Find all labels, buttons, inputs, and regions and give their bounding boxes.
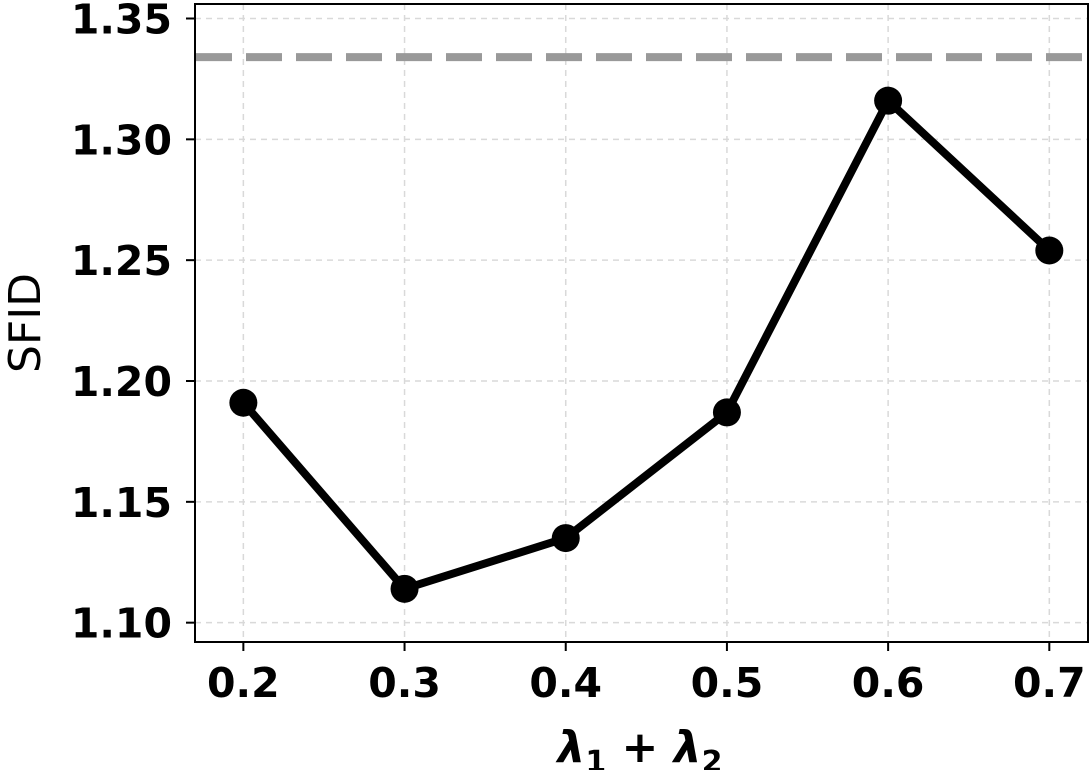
- x-axis-label-lambda-1: λ: [556, 722, 586, 770]
- series-line: [240, 96, 1053, 593]
- data-point: [390, 574, 419, 603]
- grid: [195, 4, 1088, 642]
- x-axis-label-sub-1: 1: [585, 745, 606, 770]
- x-axis-label-plus: +: [606, 722, 674, 770]
- y-tick-label: 1.25: [71, 237, 172, 285]
- x-axis-label: λ1 + λ2: [556, 722, 723, 770]
- x-tick-label: 0.4: [529, 659, 602, 707]
- y-axis-label: SFID: [0, 273, 51, 373]
- data-point: [1035, 236, 1064, 265]
- data-point: [712, 398, 741, 427]
- series-layer: [229, 86, 1064, 603]
- y-tick-label: 1.15: [71, 479, 172, 527]
- x-tick-label: 0.3: [368, 659, 441, 707]
- data-point: [229, 388, 258, 417]
- y-tick-label: 1.30: [71, 116, 172, 164]
- y-tick-label: 1.10: [71, 600, 172, 648]
- x-tick-label: 0.5: [691, 659, 764, 707]
- y-tick-label: 1.20: [71, 358, 172, 406]
- plot-frame: [194, 3, 1089, 643]
- x-tick-label: 0.2: [207, 659, 280, 707]
- y-axis-ticks: 1.10 1.15 1.20 1.25 1.30 1.35: [71, 0, 195, 648]
- data-point: [551, 524, 580, 553]
- data-point: [874, 86, 903, 115]
- x-axis-ticks: 0.2 0.3 0.4 0.5 0.6 0.7: [207, 642, 1086, 707]
- x-tick-label: 0.6: [852, 659, 925, 707]
- x-tick-label: 0.7: [1013, 659, 1086, 707]
- x-axis-label-sub-2: 2: [702, 745, 723, 770]
- y-tick-label: 1.35: [71, 0, 172, 44]
- x-axis-label-lambda-2: λ: [672, 722, 702, 770]
